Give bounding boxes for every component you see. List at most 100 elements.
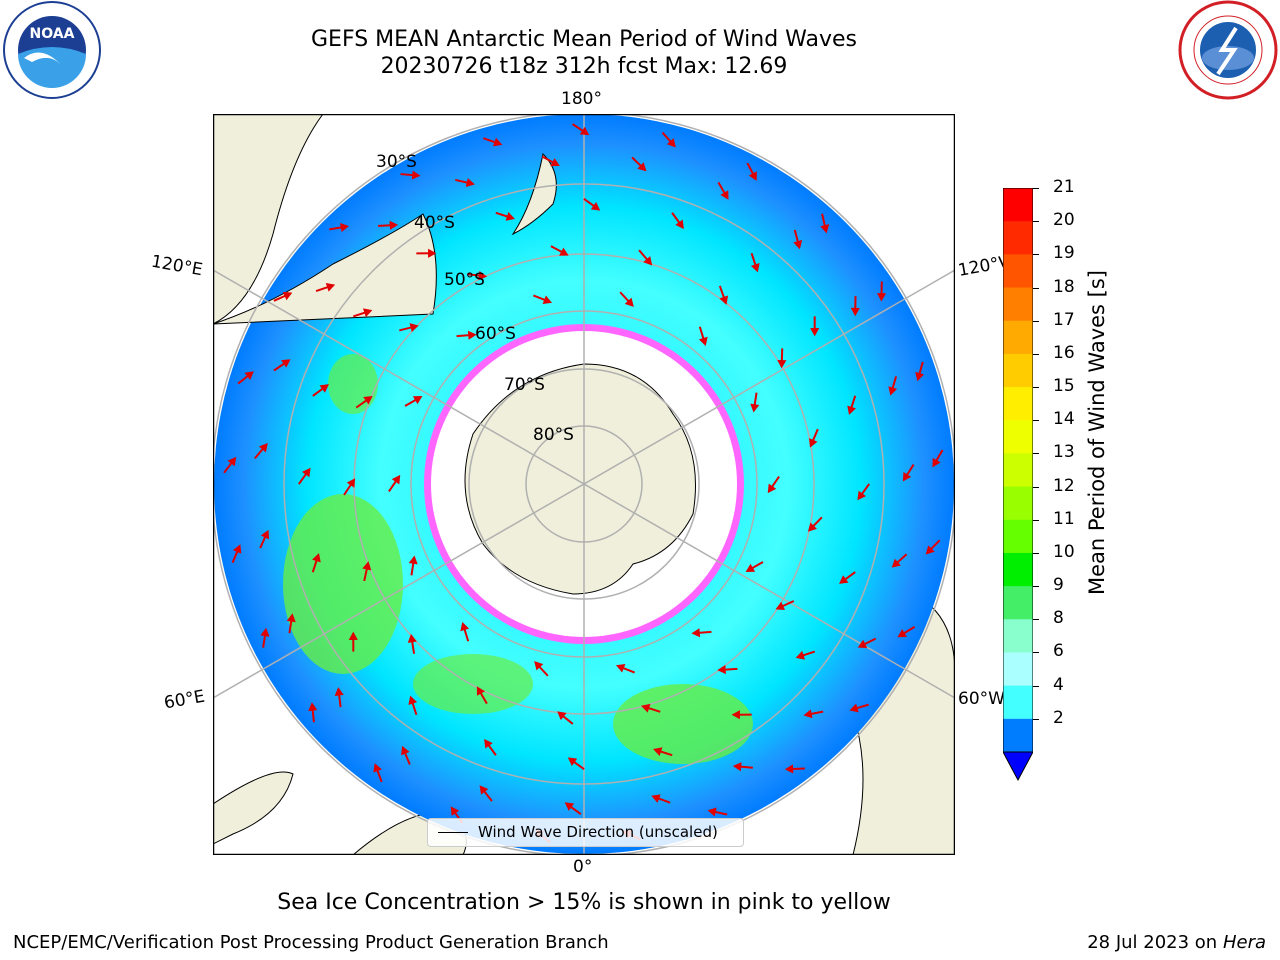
- colorbar-tick-label: 14: [1053, 409, 1075, 430]
- wind-arrow-head: [478, 271, 488, 281]
- wind-arrow-head: [857, 639, 868, 648]
- colorbar-bin: [1003, 188, 1033, 222]
- colorbar-tick-label: 17: [1053, 309, 1075, 330]
- wind-arrow-head: [282, 291, 293, 301]
- colorbar-tick-label: 11: [1053, 508, 1075, 529]
- colorbar-tick-mark: [1033, 188, 1039, 189]
- wind-arrow-head: [615, 663, 626, 673]
- colorbar-bin: [1003, 221, 1033, 255]
- lon-label-60e: 60°E: [162, 686, 207, 714]
- colorbar-label: Mean Period of Wind Waves [s]: [1085, 270, 1109, 595]
- wind-arrow-head: [244, 371, 254, 380]
- wind-arrow-head: [411, 170, 421, 180]
- colorbar-tick-label: 13: [1053, 442, 1075, 463]
- wind-arrow-head: [340, 222, 350, 232]
- wind-arrow-head: [312, 553, 321, 563]
- wind-arrow-head: [362, 561, 372, 571]
- wind-arrow-head: [428, 248, 437, 258]
- lon-label-0: 0°: [573, 857, 593, 877]
- colorbar-bin: [1003, 685, 1033, 720]
- wind-arrow-head: [362, 308, 373, 318]
- nws-logo: [1178, 0, 1278, 100]
- wind-arrow-head: [407, 633, 417, 643]
- colorbar-bin: [1003, 453, 1033, 488]
- colorbar-bin: [1003, 486, 1033, 521]
- wind-arrow-head: [849, 703, 859, 713]
- wind-arrow-head: [850, 307, 860, 317]
- colorbar-bin: [1003, 552, 1033, 587]
- wind-arrow-head: [389, 220, 399, 230]
- wind-arrow-head: [227, 456, 237, 467]
- wind-arrow-head: [775, 601, 786, 611]
- wind-arrow-head: [731, 710, 740, 720]
- wind-arrow-head: [651, 794, 661, 803]
- wind-arrow-head: [567, 757, 578, 767]
- wind-arrow-head: [876, 293, 887, 302]
- wind-arrow-head: [346, 478, 356, 488]
- sea-ice-note: Sea Ice Concentration > 15% is shown in …: [277, 890, 891, 915]
- wind-arrow-head: [412, 396, 423, 405]
- wind-arrow-head: [479, 785, 489, 795]
- wind-arrow-head: [641, 703, 651, 713]
- colorbar-extend: [1002, 751, 1034, 782]
- wind-arrow-head: [675, 219, 684, 229]
- colorbar-tick-mark: [1033, 586, 1039, 588]
- colorbar-tick-mark: [1033, 254, 1039, 256]
- wind-arrow-head: [643, 256, 653, 266]
- wind-arrow-head: [408, 555, 418, 565]
- wind-arrow-head: [467, 330, 477, 340]
- colorbar-tick-mark: [1033, 221, 1039, 223]
- colorbar-tick-label: 16: [1053, 342, 1075, 363]
- wind-arrow-head: [897, 629, 907, 638]
- wind-arrow-head: [334, 687, 344, 696]
- map-legend: Wind Wave Direction (unscaled): [427, 818, 744, 847]
- polar-map: [212, 113, 956, 856]
- wind-arrow-head: [542, 295, 553, 305]
- colorbar-bin: [1003, 287, 1033, 322]
- wind-arrow-head: [281, 359, 291, 368]
- wind-arrow-head: [260, 529, 270, 540]
- wind-arrow-head: [319, 384, 329, 393]
- wind-arrow-head: [795, 650, 806, 660]
- wind-arrow-head: [363, 395, 373, 405]
- wind-arrow-head: [691, 628, 701, 638]
- wind-arrow-head: [719, 295, 729, 305]
- wind-arrow-head: [925, 545, 935, 555]
- footer-date: 28 Jul 2023 on Hera: [1087, 932, 1266, 953]
- colorbar-tick-mark: [1033, 320, 1039, 322]
- colorbar-tick-label: 8: [1053, 608, 1064, 629]
- wind-arrow-head: [784, 764, 794, 774]
- chart-title: GEFS MEAN Antarctic Mean Period of Wind …: [311, 27, 857, 52]
- colorbar-tick-mark: [1033, 387, 1039, 389]
- colorbar-tick-label: 21: [1053, 177, 1075, 197]
- lon-label-60w: 60°W: [958, 689, 1005, 709]
- wind-arrow-head: [732, 762, 742, 772]
- wind-arrow-head: [915, 371, 925, 382]
- colorbar-bin: [1003, 718, 1033, 753]
- wind-arrow-head: [286, 613, 296, 623]
- wind-arrow-head: [450, 806, 460, 816]
- wind-arrow-head: [579, 126, 590, 136]
- colorbar-bin: [1003, 586, 1033, 620]
- colorbar-tick-mark: [1033, 519, 1039, 521]
- wind-arrow-head: [807, 522, 817, 532]
- wind-arrow-head: [408, 695, 418, 706]
- wind-arrow-head: [550, 158, 560, 167]
- lon-label-180: 180°: [561, 89, 602, 109]
- colorbar-tick-label: 2: [1053, 707, 1064, 728]
- wind-arrow-head: [777, 359, 787, 369]
- noaa-logo-text: NOAA: [30, 26, 75, 42]
- wind-arrow-head: [891, 558, 901, 568]
- wind-arrow-head: [484, 739, 493, 749]
- wind-arrow-head: [707, 807, 717, 817]
- lon-label-120e: 120°E: [149, 251, 205, 281]
- lat-label-50s: 50°S: [444, 270, 485, 290]
- colorbar-bin: [1003, 420, 1033, 454]
- noaa-logo: NOAA: [2, 0, 102, 100]
- wind-arrow-head: [559, 247, 569, 256]
- colorbar-bin: [1003, 254, 1033, 289]
- lat-label-70s: 70°S: [504, 375, 545, 395]
- wind-arrow-head: [767, 483, 777, 494]
- wind-arrow-head: [308, 702, 318, 712]
- colorbar-tick-mark: [1033, 353, 1039, 355]
